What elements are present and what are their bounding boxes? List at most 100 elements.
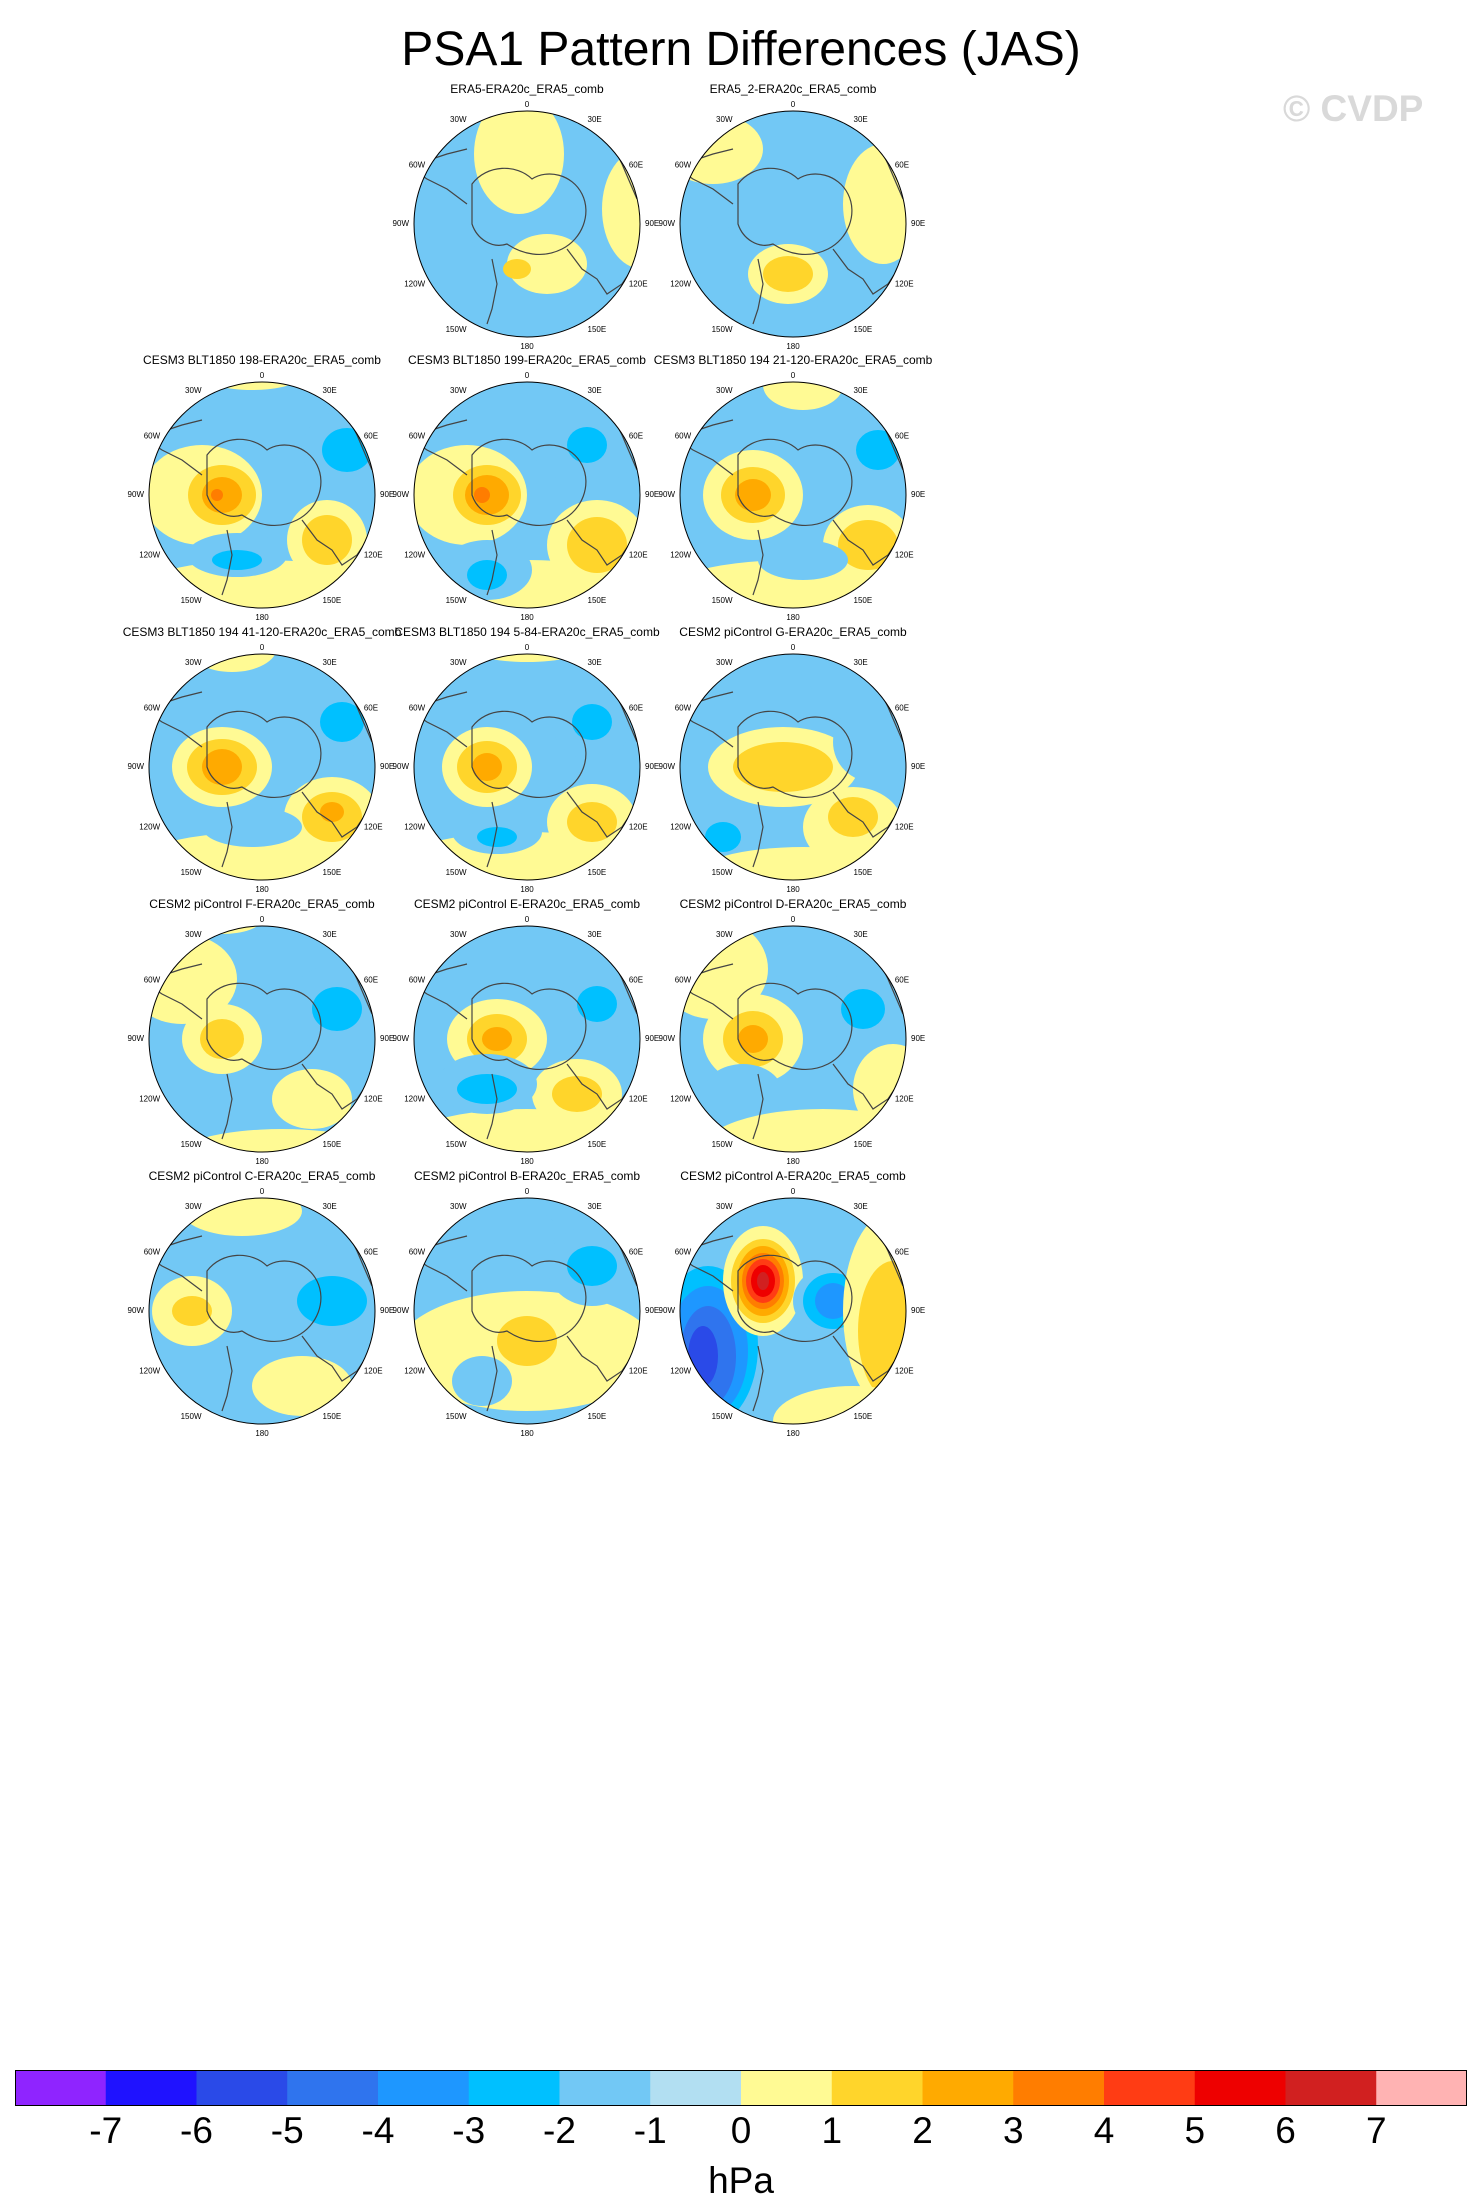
longitude-label: 90W [128,762,145,771]
coastline [737,438,853,527]
map-boundary [413,925,641,1153]
colorbar-tick-label: -3 [452,2110,486,2151]
longitude-label: 150E [588,868,607,877]
longitude-label: 90E [911,1034,925,1043]
panel-title: CESM2 piControl A-ERA20c_ERA5_comb [680,1169,906,1183]
longitude-label: 60E [629,1248,643,1257]
panel-title: CESM3 BLT1850 194 41-120-ERA20c_ERA5_com… [123,625,402,639]
longitude-label: 120E [364,551,383,560]
longitude-label: 150W [181,1140,202,1149]
longitude-label: 180 [786,613,800,622]
longitude-label: 150E [854,596,873,605]
contour-region [815,1283,851,1319]
colorbar-segment [650,2070,742,2106]
longitude-label: 30E [588,115,602,124]
longitude-label: 60W [675,432,692,441]
map-boundary [413,381,641,609]
longitude-label: 150E [854,1412,873,1421]
contour-region [567,802,617,842]
contour-region [503,259,531,279]
longitude-label: 30E [323,930,337,939]
longitude-label: 30E [854,658,868,667]
map-panel: ERA5-ERA20c_ERA5_comb 0 30E 60E 90E 120E 150E 1… [393,82,660,351]
longitude-label: 60E [364,976,378,985]
contour-region [472,753,502,781]
longitude-label: 60E [364,704,378,713]
longitude-label: 30E [854,386,868,395]
longitude-label: 90W [128,490,145,499]
longitude-label: 180 [255,1429,269,1438]
longitude-label: 0 [791,100,796,109]
colorbar-frame [15,2070,1467,2106]
coastline [301,791,368,838]
colorbar-segment [1104,2070,1196,2106]
contour-region [302,515,352,565]
contour-region [567,427,607,463]
longitude-label: 30E [588,386,602,395]
longitude-label: 60E [364,432,378,441]
longitude-label: 60E [895,161,909,170]
longitude-label: 150W [446,325,467,334]
map-boundary [148,381,376,609]
longitude-label: 0 [260,371,265,380]
map-boundary [679,653,907,881]
longitude-label: 150W [446,596,467,605]
coastline [166,419,203,431]
colorbar-tick-labels: -7 -6 -5 -4 -3 -2 -1 0 1 2 3 4 5 6 7 [0,2110,1482,2160]
panel-title: CESM3 BLT1850 194 5-84-ERA20c_ERA5_comb [394,625,660,639]
longitude-label: 90E [380,1306,394,1315]
contour-field [414,1198,640,1424]
longitude-label: 90E [911,1306,925,1315]
contour-region [703,1064,783,1124]
longitude-label: 180 [520,613,534,622]
contour-region [200,1019,244,1059]
longitude-label: 60E [629,432,643,441]
longitude-label: 120W [670,823,691,832]
map-panel: CESM3 BLT1850 194 41-120-ERA20c_ERA5_com… [123,625,402,894]
panel-title: CESM3 BLT1850 199-ERA20c_ERA5_comb [408,353,646,367]
map-panel: CESM2 piControl D-ERA20c_ERA5_comb 0 30E 60… [659,897,926,1166]
longitude-label: 150W [446,1412,467,1421]
map-panel: CESM2 piControl B-ERA20c_ERA5_comb 0 30E 60… [393,1169,660,1438]
coastline [832,248,899,295]
longitude-label: 60E [895,432,909,441]
coastline [697,148,734,160]
longitude-label: 90W [393,219,410,228]
longitude-label: 150E [854,1140,873,1149]
longitude-label: 90E [911,219,925,228]
longitude-label: 120E [629,1095,648,1104]
contour-region [474,487,490,503]
map-panel: CESM3 BLT1850 198-ERA20c_ERA5_comb 0 30E 60… [128,353,395,622]
longitude-label: 150W [181,596,202,605]
longitude-label: 30E [854,115,868,124]
contour-region [688,1326,718,1386]
longitude-label: 60W [144,1248,161,1257]
coastline [431,691,468,703]
longitude-label: 180 [786,1157,800,1166]
coastline [832,519,899,566]
contour-region [763,256,813,292]
map-panel: CESM3 BLT1850 194 21-120-ERA20c_ERA5_com… [654,353,933,622]
longitude-label: 60W [409,976,426,985]
coastline [752,801,764,868]
contour-region [312,987,362,1031]
longitude-label: 60E [629,161,643,170]
map-boundary [679,925,907,1153]
contour-region [757,1272,769,1290]
coastline [471,1254,587,1343]
coastline [301,1335,368,1382]
longitude-label: 30W [450,658,467,667]
longitude-label: 180 [520,342,534,351]
longitude-label: 150W [712,596,733,605]
contour-region [856,430,900,470]
contour-region [442,939,512,999]
colorbar-segment [1285,2070,1377,2106]
longitude-label: 90E [645,1034,659,1043]
longitude-label: 30W [450,386,467,395]
coastline [486,529,498,596]
longitude-label: 90E [645,762,659,771]
colorbar-segment [559,2070,651,2106]
contour-region [552,1076,602,1112]
contour-field [680,1198,906,1424]
contour-region [567,517,627,573]
